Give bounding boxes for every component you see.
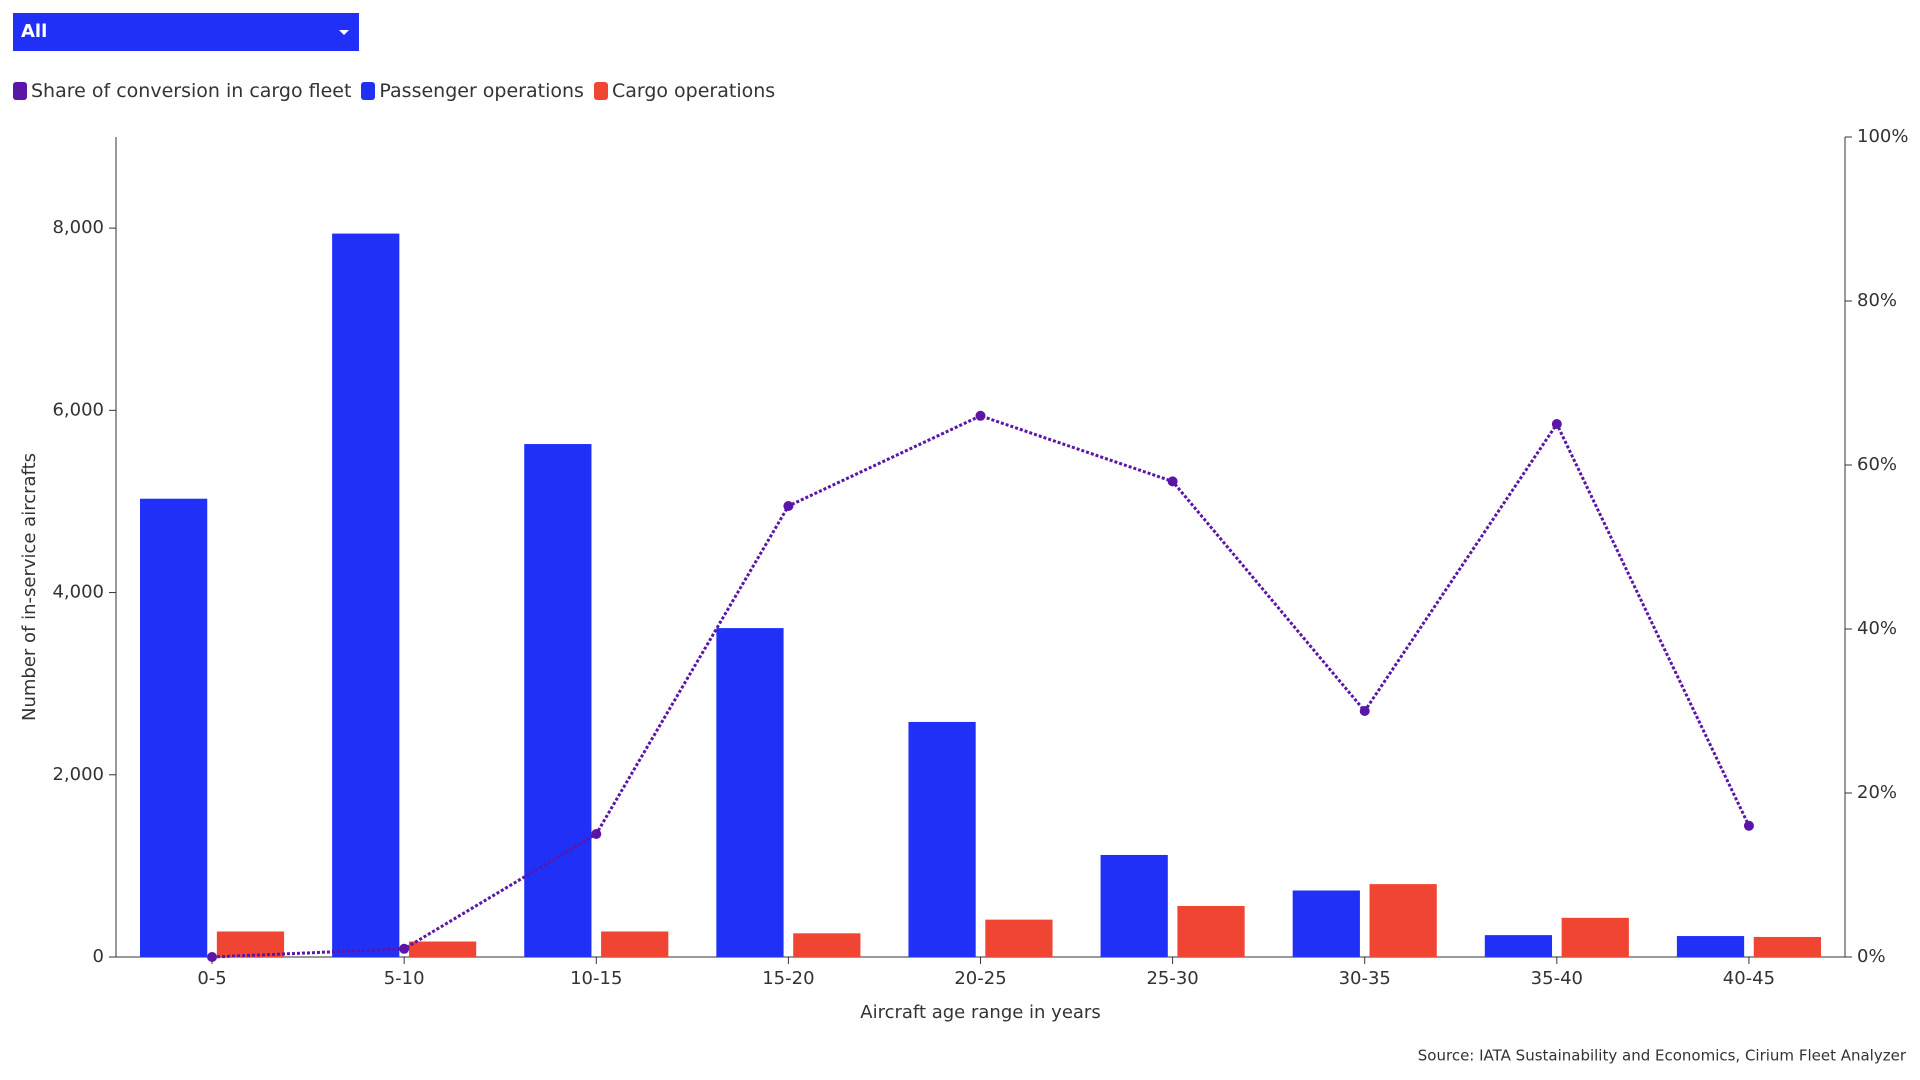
y2-tick-label: 60% [1857, 454, 1897, 475]
bar [1676, 936, 1745, 957]
y-axis-label: Number of in-service aircrafts [19, 453, 40, 721]
source: Source: IATA Sustainability and Economic… [1418, 1047, 1907, 1065]
legend-label: Passenger operations [379, 80, 584, 102]
legend-item: Share of conversion in cargo fleet [13, 80, 351, 102]
legend: Share of conversion in cargo fleet Passen… [13, 80, 775, 102]
y-tick-label: 8,000 [52, 217, 104, 238]
line-point [975, 410, 986, 421]
filter-dropdown[interactable]: All [13, 13, 359, 51]
line-point [591, 829, 602, 839]
x-tick-label: 25-30 [1146, 968, 1198, 989]
bar [908, 721, 976, 957]
line-point [399, 943, 410, 954]
x-tick-label: 15-20 [762, 968, 814, 989]
y-tick-label: 6,000 [52, 399, 104, 420]
x-tick-label: 40-45 [1723, 968, 1775, 989]
bar [1561, 917, 1629, 957]
legend-item: Passenger operations [361, 80, 584, 102]
bar [332, 233, 400, 958]
bar [408, 941, 477, 957]
x-tick-label: 10-15 [570, 968, 622, 989]
bar [524, 444, 592, 957]
bar [140, 498, 208, 957]
bar [985, 919, 1053, 957]
x-axis-label: Aircraft age range in years [860, 1002, 1100, 1023]
legend-swatch [593, 82, 608, 100]
x-tick-label: 5-10 [384, 968, 425, 989]
legend-swatch [361, 82, 376, 100]
bar [1100, 854, 1168, 957]
legend-swatch [13, 82, 27, 100]
y2-tick-label: 40% [1857, 618, 1897, 639]
y-tick-label: 0 [93, 946, 104, 967]
bar [216, 931, 285, 957]
y2-tick-label: 20% [1857, 782, 1897, 803]
bar [601, 931, 669, 957]
y-tick-label: 2,000 [52, 764, 104, 785]
line-point [783, 501, 794, 511]
y2-tick-label: 100% [1857, 126, 1908, 147]
x-tick-label: 20-25 [954, 968, 1006, 989]
dropdown-value: All [21, 21, 48, 42]
line-point [1359, 706, 1370, 716]
legend-item: Cargo operations [593, 80, 776, 102]
y2-tick-label: 0% [1857, 946, 1886, 967]
line-point [1551, 419, 1562, 429]
bar [1753, 936, 1821, 957]
x-tick-label: 0-5 [197, 968, 226, 989]
dropdown-arrow [339, 30, 349, 35]
bar [1484, 935, 1553, 957]
y-tick-label: 4,000 [52, 582, 104, 603]
y2-tick-label: 80% [1857, 290, 1897, 311]
bar [1369, 884, 1437, 957]
bar [1177, 905, 1245, 957]
bar [793, 933, 861, 957]
line-point [1743, 820, 1754, 831]
x-tick-label: 30-35 [1339, 968, 1391, 989]
legend-label: Share of conversion in cargo fleet [31, 80, 352, 102]
line-point [207, 952, 218, 962]
x-tick-label: 35-40 [1531, 968, 1583, 989]
line [211, 414, 1751, 959]
bar [716, 628, 784, 957]
bar [1292, 890, 1360, 957]
line-point [1167, 476, 1178, 487]
legend-label: Cargo operations [611, 80, 776, 102]
